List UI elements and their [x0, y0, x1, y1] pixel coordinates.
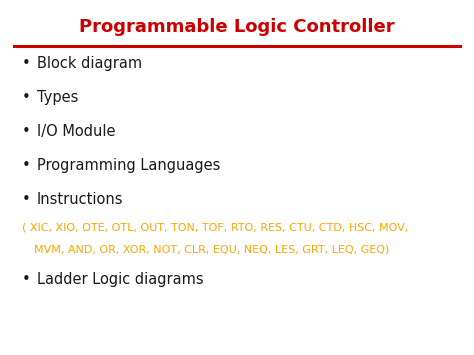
Text: Programmable Logic Controller: Programmable Logic Controller — [79, 18, 395, 36]
Text: Block diagram: Block diagram — [37, 56, 142, 71]
Text: Ladder Logic diagrams: Ladder Logic diagrams — [37, 272, 204, 287]
Text: ( XIC, XIO, OTE, OTL, OUT, TON, TOF, RTO, RES, CTU, CTD, HSC, MOV,: ( XIC, XIO, OTE, OTL, OUT, TON, TOF, RTO… — [22, 222, 408, 232]
Text: •: • — [22, 124, 31, 139]
Text: Programming Languages: Programming Languages — [37, 158, 220, 173]
Text: •: • — [22, 56, 31, 71]
Text: •: • — [22, 90, 31, 105]
Text: Instructions: Instructions — [37, 192, 124, 207]
Text: I/O Module: I/O Module — [37, 124, 116, 139]
Text: •: • — [22, 158, 31, 173]
Text: MVM, AND, OR, XOR, NOT, CLR, EQU, NEQ, LES, GRT, LEQ, GEQ): MVM, AND, OR, XOR, NOT, CLR, EQU, NEQ, L… — [34, 244, 389, 254]
Text: Types: Types — [37, 90, 78, 105]
Text: •: • — [22, 272, 31, 287]
Text: •: • — [22, 192, 31, 207]
